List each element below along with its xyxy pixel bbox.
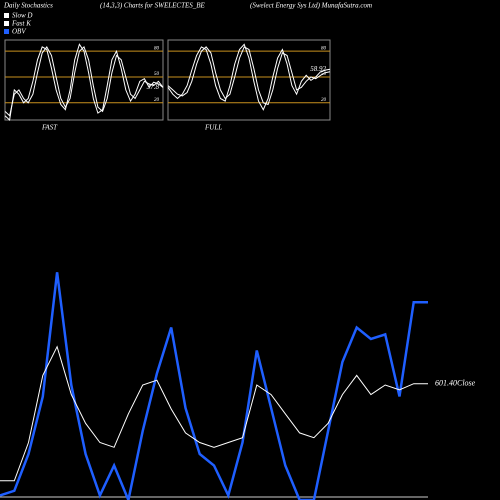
legend-label: Fast K xyxy=(11,20,31,28)
panel-label: FAST xyxy=(41,124,58,132)
y-tick-label: 20 xyxy=(321,98,327,103)
series-line xyxy=(167,46,331,106)
panel-frame xyxy=(167,39,331,121)
y-tick-label: 80 xyxy=(321,46,327,51)
legend-swatch xyxy=(4,13,9,18)
close-line xyxy=(0,345,428,482)
series-line xyxy=(4,45,164,117)
y-tick-label: 20 xyxy=(154,98,160,103)
y-tick-label: 50 xyxy=(154,72,160,77)
legend-label: Slow D xyxy=(12,12,32,20)
y-tick-label: 80 xyxy=(154,46,160,51)
series-line xyxy=(0,272,428,500)
end-value-label: 37.8 xyxy=(146,83,160,91)
series-line xyxy=(4,43,164,122)
title: Daily Stochastics xyxy=(3,2,53,10)
legend-swatch xyxy=(4,21,9,26)
end-value-label: 58.92 xyxy=(310,65,326,73)
y-tick-label: 50 xyxy=(321,72,327,77)
panel-frame xyxy=(4,39,164,121)
close-label: 601.40Close xyxy=(435,378,476,387)
panel-label: FULL xyxy=(204,124,222,132)
legend-label: OBV xyxy=(12,28,26,36)
subtitle: (14,3,3) Charts for SWELECTES_BE xyxy=(100,2,206,10)
legend-swatch xyxy=(4,29,9,34)
source: (Swelect Energy Sys Ltd) MunafaSutra.com xyxy=(250,2,372,10)
series-line xyxy=(167,43,331,111)
